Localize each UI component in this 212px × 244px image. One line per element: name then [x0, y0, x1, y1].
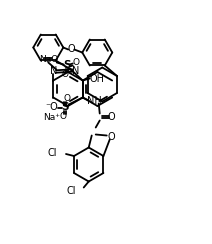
Text: NH: NH	[87, 95, 102, 105]
Text: S: S	[61, 102, 68, 112]
Text: N: N	[50, 67, 57, 77]
Text: O: O	[108, 112, 116, 122]
Text: NaO: NaO	[39, 55, 58, 64]
Text: S: S	[63, 61, 70, 71]
Text: OH: OH	[89, 73, 104, 83]
Text: O: O	[59, 112, 66, 121]
Text: O: O	[63, 94, 70, 103]
Text: Na⁺: Na⁺	[43, 113, 60, 122]
Text: O: O	[72, 58, 79, 67]
Text: N: N	[72, 65, 79, 75]
Text: Cl: Cl	[47, 148, 57, 158]
Text: ⁻O: ⁻O	[45, 102, 58, 112]
Text: O: O	[108, 132, 116, 142]
Text: O: O	[67, 44, 75, 54]
Text: O: O	[61, 70, 68, 79]
Text: Cl: Cl	[66, 186, 76, 196]
